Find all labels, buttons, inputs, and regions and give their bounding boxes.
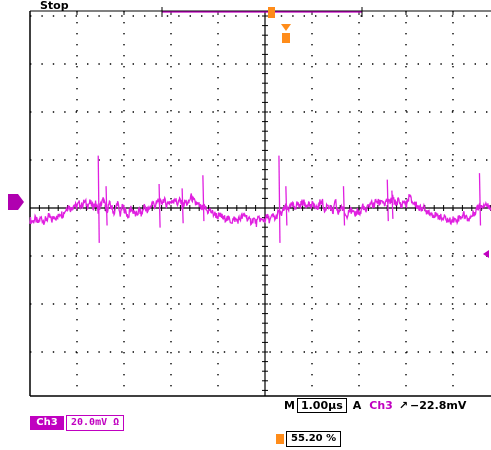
timebase-value[interactable]: 1.00μs [296, 397, 347, 413]
trigger-position-marker-icon [276, 434, 284, 444]
trigger-point-marker[interactable] [282, 33, 290, 43]
waveform-spike [105, 186, 108, 226]
waveform-spike [478, 173, 482, 226]
trigger-mode-label: A [352, 398, 362, 412]
channel3-ground-marker-icon[interactable] [8, 194, 24, 210]
waveform-spike [285, 186, 288, 226]
trigger-position-readout[interactable]: 55.20 % [286, 431, 342, 447]
waveform-spike [342, 186, 346, 226]
channel3-scale[interactable]: 20.0mV Ω [66, 415, 125, 431]
trigger-source[interactable]: Ch3 [369, 398, 393, 412]
trigger-position-arrow-icon[interactable] [281, 24, 291, 31]
markers [8, 7, 489, 258]
waveform-spike [278, 155, 281, 243]
channel3-waveform [29, 155, 491, 243]
run-status: Stop [40, 0, 69, 12]
waveform-spike [202, 175, 205, 222]
channel3-badge[interactable]: Ch3 [30, 416, 64, 430]
trigger-level[interactable]: −22.8mV [410, 398, 467, 412]
waveform-spike [386, 179, 389, 222]
waveform-spike [181, 188, 184, 224]
waveform-spike [158, 183, 161, 228]
trigger-level-arrow-icon[interactable] [483, 250, 489, 258]
acquisition-readout: M 1.00μs A Ch3 ↗ −22.8mV [284, 397, 466, 413]
rising-edge-icon: ↗ [398, 398, 409, 412]
record-position-marker [268, 7, 275, 18]
timebase-prefix: M [284, 398, 295, 412]
waveform-spike [97, 155, 100, 243]
waveform-spike [391, 190, 394, 219]
